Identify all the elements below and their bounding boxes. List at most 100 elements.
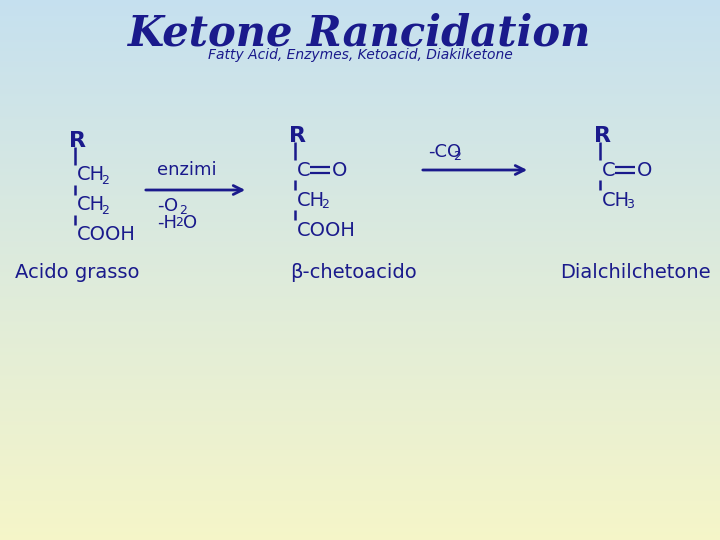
- Bar: [0, 467, 720, 470]
- Bar: [0, 280, 720, 282]
- Bar: [0, 69, 720, 72]
- Bar: [0, 379, 720, 382]
- Text: R: R: [289, 126, 306, 146]
- Bar: [0, 213, 720, 216]
- Bar: [0, 238, 720, 241]
- Bar: [0, 222, 720, 225]
- Bar: [0, 260, 720, 263]
- Bar: [0, 440, 720, 443]
- Bar: [0, 202, 720, 205]
- Bar: [0, 368, 720, 371]
- Bar: [0, 514, 720, 517]
- Bar: [0, 321, 720, 324]
- Text: Fatty Acid, Enzymes, Ketoacid, Diakilketone: Fatty Acid, Enzymes, Ketoacid, Diakilket…: [207, 48, 513, 62]
- Bar: [0, 46, 720, 49]
- Bar: [0, 343, 720, 346]
- Bar: [0, 490, 720, 493]
- Bar: [0, 251, 720, 254]
- Bar: [0, 516, 720, 518]
- Bar: [0, 501, 720, 504]
- Bar: [0, 377, 720, 380]
- Bar: [0, 370, 720, 373]
- Bar: [0, 294, 720, 297]
- Bar: [0, 3, 720, 5]
- Bar: [0, 119, 720, 123]
- Text: 2: 2: [101, 204, 109, 217]
- Bar: [0, 341, 720, 344]
- Bar: [0, 352, 720, 355]
- Bar: [0, 424, 720, 427]
- Bar: [0, 446, 720, 448]
- Bar: [0, 112, 720, 115]
- Bar: [0, 30, 720, 32]
- Bar: [0, 10, 720, 12]
- Bar: [0, 65, 720, 69]
- Bar: [0, 314, 720, 317]
- Bar: [0, 21, 720, 23]
- Bar: [0, 0, 720, 2]
- Text: CH: CH: [77, 195, 105, 214]
- Bar: [0, 114, 720, 117]
- Bar: [0, 458, 720, 461]
- Bar: [0, 109, 720, 112]
- Bar: [0, 130, 720, 133]
- Bar: [0, 132, 720, 135]
- Bar: [0, 364, 720, 367]
- Bar: [0, 173, 720, 177]
- Bar: [0, 330, 720, 333]
- Bar: [0, 80, 720, 83]
- Text: CH: CH: [297, 191, 325, 210]
- Bar: [0, 532, 720, 535]
- Bar: [0, 323, 720, 326]
- Bar: [0, 485, 720, 488]
- Bar: [0, 195, 720, 198]
- Bar: [0, 217, 720, 220]
- Bar: [0, 373, 720, 376]
- Bar: [0, 298, 720, 301]
- Bar: [0, 68, 720, 70]
- Bar: [0, 487, 720, 490]
- Bar: [0, 152, 720, 155]
- Bar: [0, 451, 720, 454]
- Bar: [0, 200, 720, 204]
- Bar: [0, 40, 720, 43]
- Text: R: R: [594, 126, 611, 146]
- Text: C: C: [602, 160, 616, 179]
- Bar: [0, 273, 720, 275]
- Bar: [0, 60, 720, 63]
- Bar: [0, 96, 720, 99]
- Bar: [0, 161, 720, 164]
- Bar: [0, 247, 720, 250]
- Bar: [0, 508, 720, 511]
- Bar: [0, 325, 720, 328]
- Bar: [0, 278, 720, 281]
- Bar: [0, 146, 720, 150]
- Bar: [0, 89, 720, 92]
- Bar: [0, 208, 720, 211]
- Bar: [0, 145, 720, 147]
- Text: C: C: [297, 160, 310, 179]
- Bar: [0, 382, 720, 385]
- Bar: [0, 433, 720, 436]
- Bar: [0, 284, 720, 286]
- Bar: [0, 362, 720, 366]
- Bar: [0, 474, 720, 477]
- Bar: [0, 269, 720, 272]
- Bar: [0, 494, 720, 497]
- Bar: [0, 231, 720, 234]
- Bar: [0, 416, 720, 420]
- Bar: [0, 480, 720, 482]
- Bar: [0, 244, 720, 247]
- Bar: [0, 265, 720, 268]
- Bar: [0, 192, 720, 194]
- Bar: [0, 469, 720, 471]
- Bar: [0, 105, 720, 108]
- Bar: [0, 122, 720, 124]
- Bar: [0, 38, 720, 42]
- Bar: [0, 233, 720, 236]
- Bar: [0, 253, 720, 255]
- Text: Dialchilchetone: Dialchilchetone: [560, 262, 711, 281]
- Bar: [0, 271, 720, 274]
- Bar: [0, 404, 720, 407]
- Bar: [0, 64, 720, 66]
